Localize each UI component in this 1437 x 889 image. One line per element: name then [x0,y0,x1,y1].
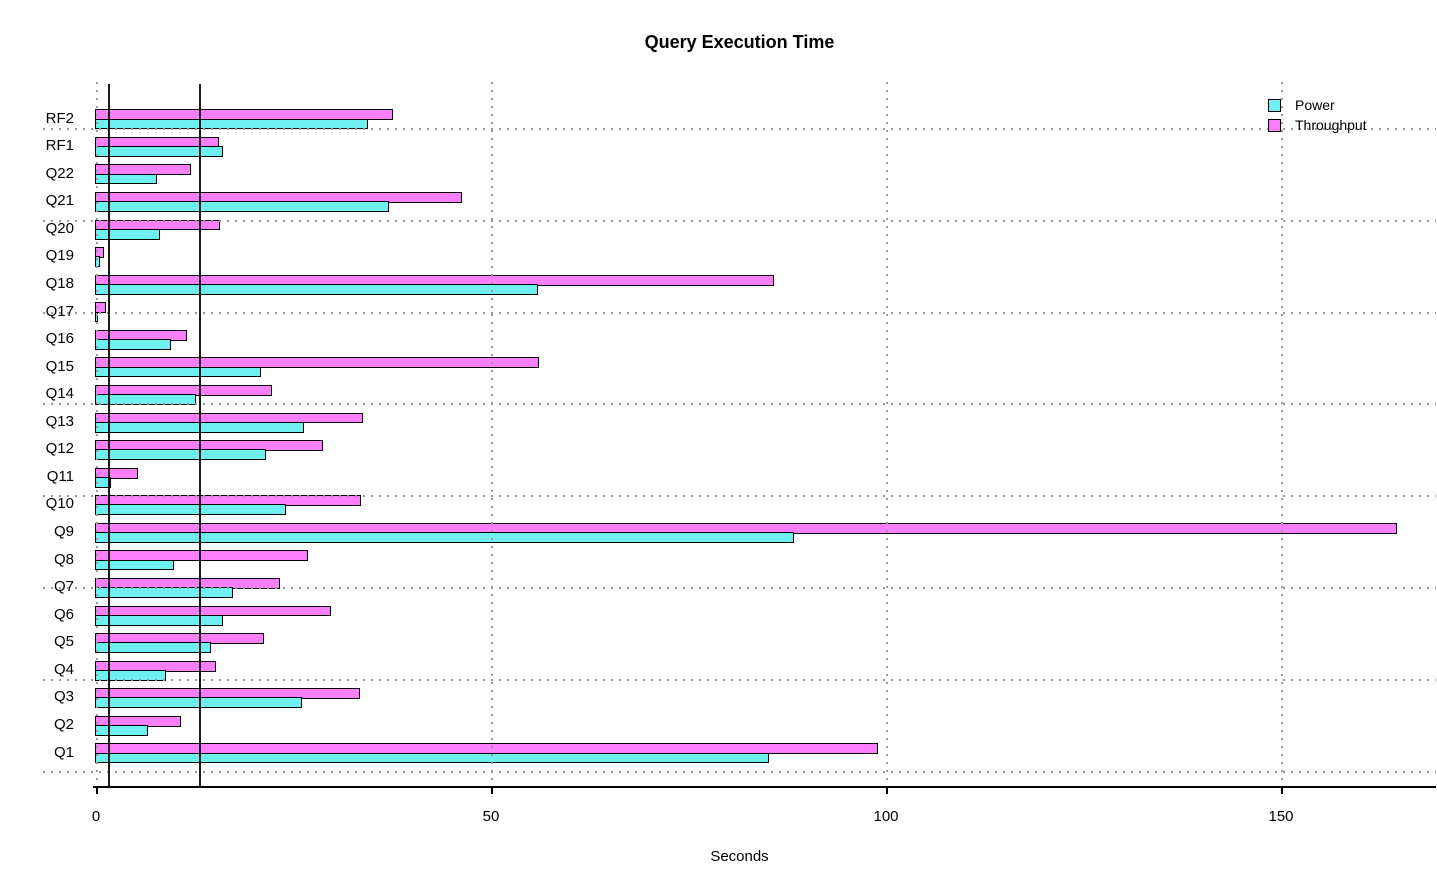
x-tick-150 [1281,786,1283,794]
bar-power-RF1 [95,146,223,157]
category-label-Q11: Q11 [46,467,74,485]
category-label-Q14: Q14 [45,385,74,403]
x-axis-line [93,786,1436,788]
gridline-vertical-50 [491,82,493,786]
category-label-Q6: Q6 [53,605,74,623]
bar-power-Q6 [95,614,223,626]
bar-power-Q15 [95,366,261,378]
x-axis-label: Seconds [710,848,769,865]
legend-entry-throughput: Throughput [1268,115,1367,135]
bar-power-Q10 [95,504,287,516]
bar-throughput-Q15 [95,357,539,369]
bar-power-Q8 [95,559,174,571]
category-label-Q18: Q18 [45,274,74,292]
category-label-Q1: Q1 [53,743,74,761]
category-label-Q16: Q16 [45,330,74,348]
bar-power-Q2 [95,725,148,736]
x-tick-label-150: 150 [1268,808,1294,825]
x-tick-100 [886,786,888,794]
gridline-vertical-100 [886,82,888,786]
reference-line-1 [199,84,202,786]
x-tick-label-50: 50 [482,808,500,825]
gridline-horizontal-0 [43,771,1436,773]
category-label-Q9: Q9 [53,523,74,541]
x-tick-label-100: 100 [873,808,899,825]
category-label-Q15: Q15 [45,357,74,375]
category-label-Q17: Q17 [0,303,74,320]
bar-power-Q11 [95,476,111,488]
bar-power-Q22 [95,173,157,185]
category-label-Q19: Q19 [45,247,74,265]
x-tick-label-0: 0 [91,808,101,825]
category-label-Q4: Q4 [53,660,74,678]
gridline-horizontal-2 [43,587,1436,590]
legend-label-power: Power [1295,97,1335,113]
bar-throughput-Q11 [95,467,138,479]
gridline-horizontal-7 [43,127,1436,130]
category-label-RF2: RF2 [45,109,74,127]
category-label-Q8: Q8 [53,550,74,568]
gridline-vertical-0 [96,82,98,786]
chart-title: Query Execution Time [644,32,835,52]
category-label-Q13: Q13 [45,412,74,430]
power-swatch-icon [1268,98,1281,112]
category-label-Q3: Q3 [53,688,74,706]
bar-power-Q18 [95,283,539,295]
gridline-horizontal-6 [43,219,1436,222]
category-label-Q21: Q21 [45,192,74,210]
x-tick-0 [96,786,98,794]
category-label-RF1: RF1 [45,137,74,155]
reference-line-0 [107,84,110,786]
bar-power-Q16 [95,339,171,350]
gridline-vertical-150 [1281,82,1283,786]
bar-power-Q9 [95,532,795,543]
category-label-Q5: Q5 [53,633,74,651]
bar-power-Q5 [95,642,212,654]
gridline-horizontal-5 [43,311,1436,314]
legend: Power Throughput [1268,95,1367,135]
bar-power-Q3 [95,697,302,709]
category-label-Q2: Q2 [53,716,74,734]
category-label-Q12: Q12 [45,440,74,458]
category-label-Q22: Q22 [45,164,74,182]
gridline-horizontal-3 [43,495,1436,498]
legend-entry-power: Power [1268,95,1367,115]
gridline-horizontal-4 [43,403,1436,406]
throughput-swatch-icon [1268,118,1281,132]
category-label-Q7: Q7 [0,579,74,595]
legend-label-throughput: Throughput [1295,117,1367,133]
category-label-Q10: Q10 [45,495,74,513]
bar-power-Q1 [95,752,769,764]
bar-power-Q12 [95,449,266,461]
category-label-Q20: Q20 [45,219,74,237]
bar-throughput-Q8 [95,550,309,562]
gridline-horizontal-1 [43,679,1436,682]
bar-power-Q21 [95,201,389,212]
bar-power-Q20 [95,228,160,240]
x-tick-50 [491,786,493,794]
